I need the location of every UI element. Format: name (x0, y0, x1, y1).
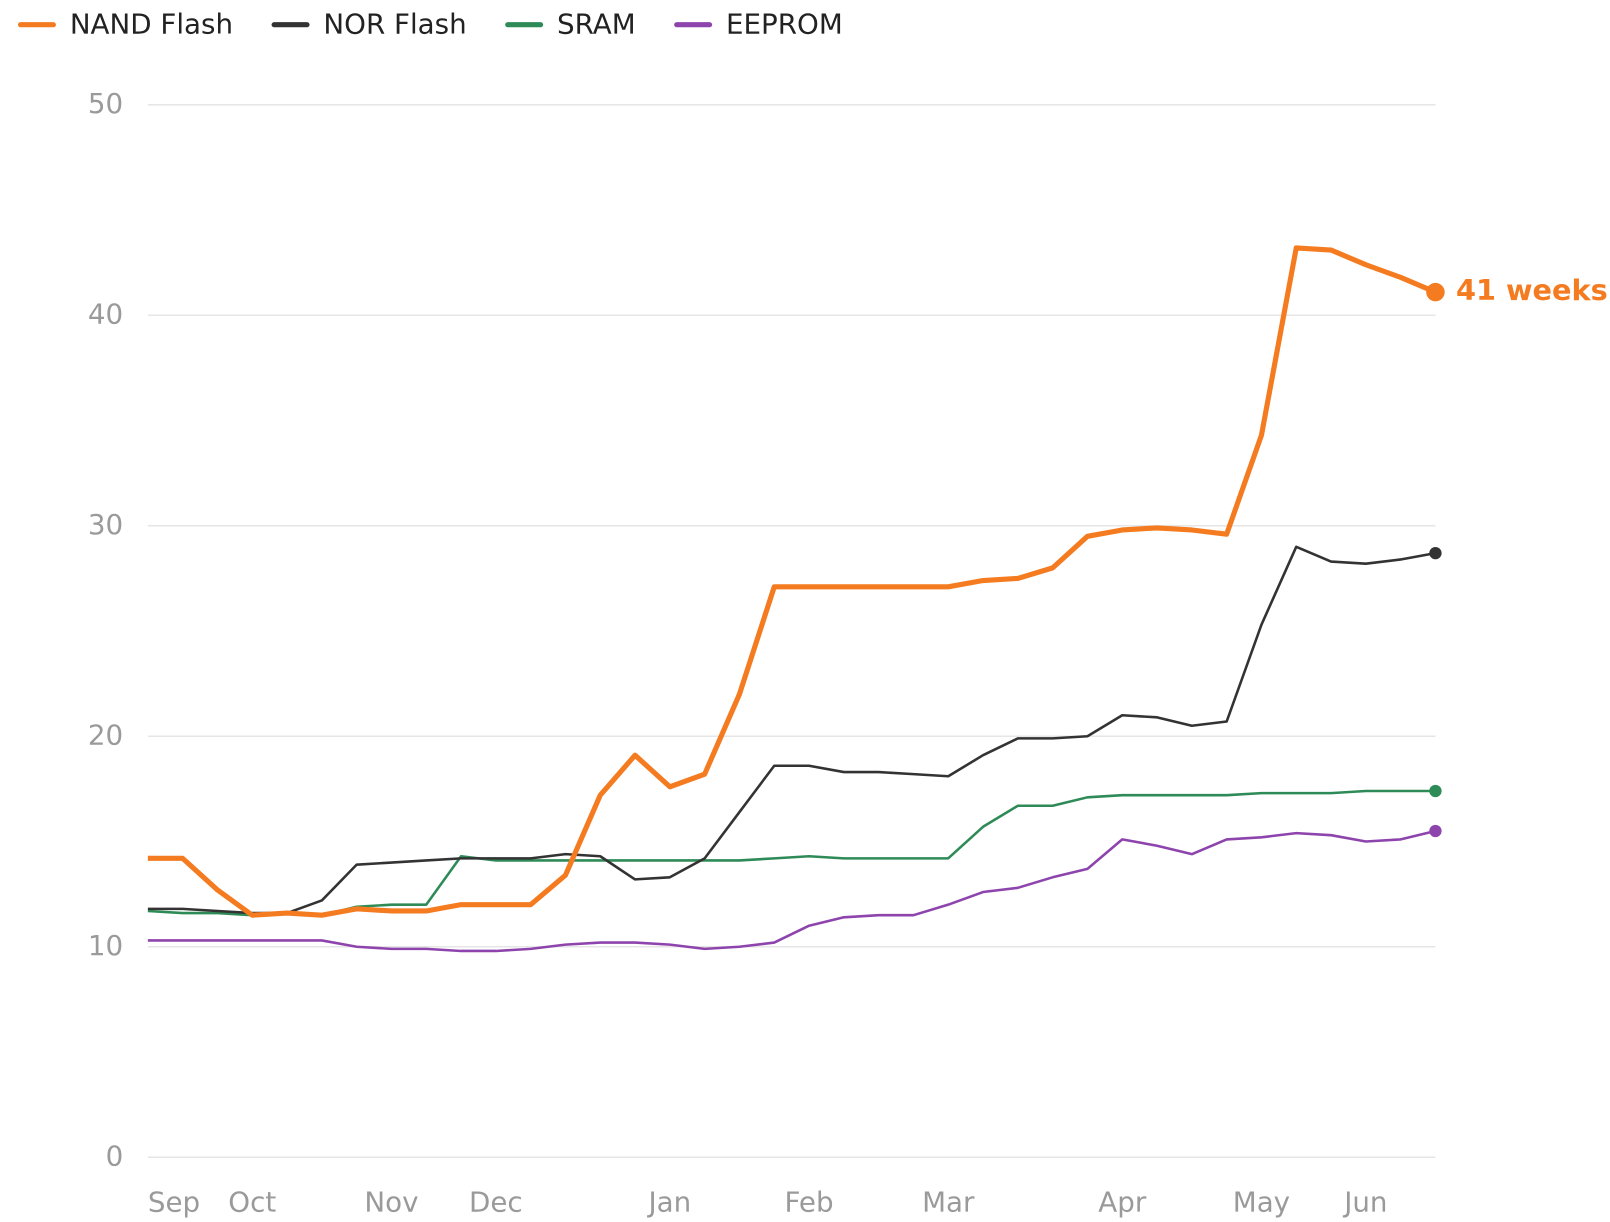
series-line (147, 545, 1436, 915)
legend-label: NAND Flash (70, 8, 233, 41)
legend-label: SRAM (557, 8, 636, 41)
legend-label: EEPROM (726, 8, 843, 41)
annotation: 41 weeks (1456, 273, 1608, 307)
x-tick-label: May (1233, 1185, 1290, 1218)
y-tick-label: 10 (88, 929, 123, 962)
x-tick-label: Jan (646, 1185, 691, 1218)
x-tick-label: Apr (1098, 1185, 1147, 1218)
x-tick-label: Mar (922, 1185, 975, 1218)
series-line (147, 245, 1437, 918)
series-line (147, 829, 1436, 953)
x-tick-label: Dec (469, 1185, 523, 1218)
series-line (147, 789, 1436, 917)
y-tick-label: 20 (88, 718, 123, 751)
x-tick-label: Feb (785, 1185, 834, 1218)
end-point (1429, 784, 1442, 798)
x-tick-label: Jun (1342, 1185, 1387, 1218)
y-tick-label: 30 (88, 508, 123, 541)
y-tick-label: 40 (88, 297, 123, 330)
end-point (1429, 546, 1442, 560)
x-tick-label: Sep (148, 1185, 200, 1218)
x-tick-label: Oct (228, 1185, 276, 1218)
legend-label: NOR Flash (323, 8, 466, 41)
y-tick-label: 0 (106, 1139, 124, 1172)
y-tick-label: 50 (88, 87, 123, 120)
end-point (1426, 282, 1445, 302)
end-point (1429, 824, 1442, 838)
x-tick-label: Nov (364, 1185, 418, 1218)
